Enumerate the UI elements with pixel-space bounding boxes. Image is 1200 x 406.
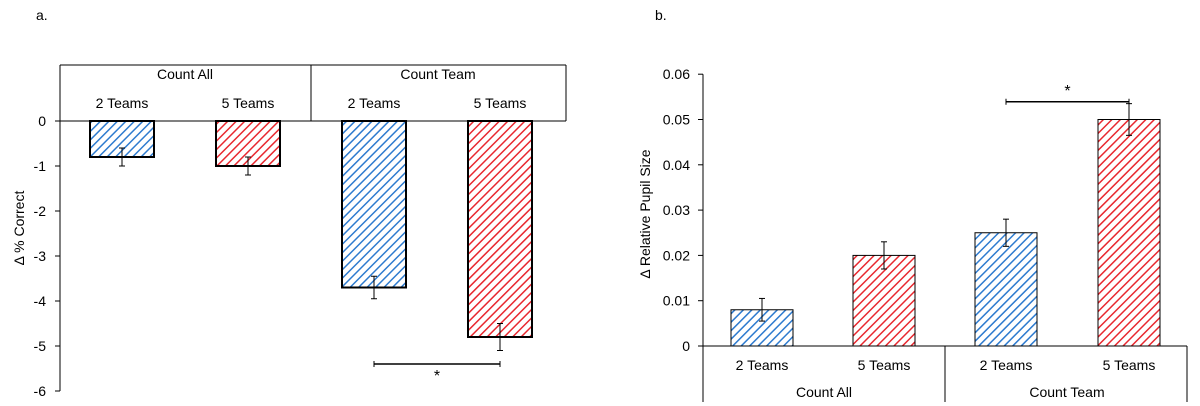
significance-asterisk: * [434, 368, 440, 385]
y-tick-label: -4 [34, 293, 47, 309]
category-label: 5 Teams [858, 357, 911, 373]
group-label-count-team: Count Team [400, 66, 475, 82]
y-tick-label: 0.06 [663, 66, 690, 82]
bar [1097, 119, 1161, 347]
group-label-count-team: Count Team [1029, 384, 1104, 400]
y-axis-label: Δ Relative Pupil Size [637, 149, 653, 278]
panel-a-label: a. [36, 7, 48, 23]
y-tick-label: -3 [34, 248, 47, 264]
category-label: 2 Teams [736, 357, 789, 373]
y-tick-label: -5 [34, 338, 47, 354]
bar [974, 232, 1038, 347]
bar [467, 120, 533, 338]
y-tick-label: -6 [34, 383, 47, 399]
y-tick-label: 0 [38, 113, 46, 129]
y-axis-label: Δ % Correct [11, 191, 27, 266]
group-label-count-all: Count All [157, 66, 213, 82]
category-label: 5 Teams [474, 95, 527, 111]
panel-b-label: b. [655, 7, 667, 23]
chart-panel-b: 0 0.01 0.02 0.03 0.04 0.05 0.06 Δ Relative Pupi… [637, 66, 1188, 402]
y-tick-label: 0.02 [663, 247, 690, 263]
y-tick-label: 0.01 [663, 293, 690, 309]
y-tick-label: -2 [34, 203, 47, 219]
y-tick-label: 0.04 [663, 157, 690, 173]
category-label: 2 Teams [96, 95, 149, 111]
category-label: 2 Teams [348, 95, 401, 111]
category-label: 5 Teams [1103, 357, 1156, 373]
y-tick-label: 0 [682, 338, 690, 354]
y-tick-label: 0.03 [663, 202, 690, 218]
chart-panel-a: 0 -1 -2 -3 -4 -5 -6 Δ % Correct Count All Count T… [11, 64, 567, 399]
bar [341, 120, 407, 289]
category-label: 2 Teams [980, 357, 1033, 373]
category-label: 5 Teams [222, 95, 275, 111]
y-tick-label: -1 [34, 158, 47, 174]
significance-asterisk: * [1064, 83, 1070, 100]
y-tick-label: 0.05 [663, 112, 690, 128]
group-label-count-all: Count All [796, 384, 852, 400]
bar [852, 254, 916, 347]
